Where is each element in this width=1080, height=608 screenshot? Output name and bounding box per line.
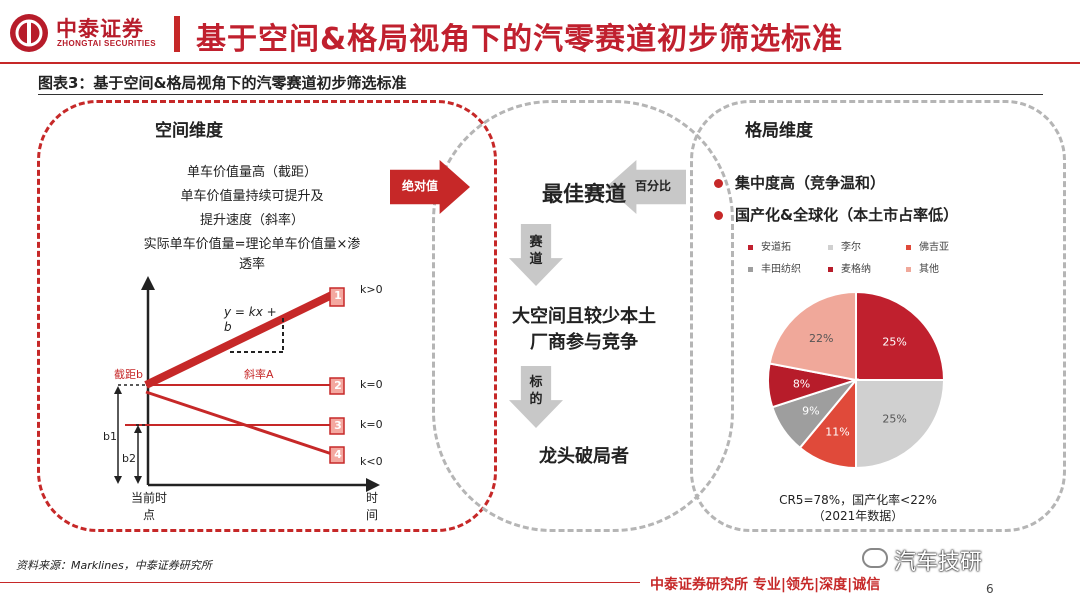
space-panel-title: 空间维度 <box>155 121 223 141</box>
legend-swatch-1 <box>828 244 833 250</box>
watermark: 汽车技研 <box>894 550 983 575</box>
pie-label-5: 22% <box>809 332 833 345</box>
track-arrow-label: 赛 道 <box>526 234 546 268</box>
y-axis-arrow <box>141 276 155 290</box>
space-line-2: 单车价值量持续可提升及 <box>180 189 324 204</box>
space-panel <box>37 100 497 532</box>
legend-item-2: 佛吉亚 <box>906 238 949 253</box>
line-1 <box>144 288 340 389</box>
badge-4 <box>329 446 345 464</box>
equation-line-1: y = kx + <box>224 305 277 319</box>
best-track-label: 最佳赛道 <box>542 182 626 206</box>
target-arrow-label: 标 的 <box>526 374 546 408</box>
badge-4-label: 4 <box>334 448 342 461</box>
b1-label: b1 <box>103 430 117 443</box>
x-axis-arrow <box>366 478 380 492</box>
k-label-1: k>0 <box>360 283 383 296</box>
bullet-concentration-text: 集中度高（竞争温和） <box>735 174 886 192</box>
x-axis-label: 时 间 <box>360 490 384 524</box>
legend-swatch-4 <box>828 266 833 272</box>
slope-label: 斜率A <box>244 368 274 381</box>
title-accent-bar <box>174 16 180 52</box>
k-label-3: k=0 <box>360 418 383 431</box>
pie-label-4: 8% <box>793 377 810 390</box>
footer-slogan: 中泰证券研究所 专业|领先|深度|诚信 <box>650 577 881 593</box>
wechat-icon <box>862 548 888 568</box>
center-panel <box>432 100 734 532</box>
middle-line-2: 厂商参与竞争 <box>530 332 638 353</box>
intercept-label: 截距b <box>114 368 143 381</box>
x-axis-line-1: 时 <box>365 491 378 505</box>
logo-text: 中泰证券 <box>56 17 144 41</box>
legend-swatch-5 <box>906 266 911 272</box>
legend-item-4: 麦格纳 <box>828 260 871 275</box>
pie-slice-5 <box>768 290 857 382</box>
target-arrow-char-1: 标 <box>529 375 543 390</box>
pie-chart: 25% 25% 11% 9% 8% 22% <box>767 290 946 470</box>
cr5-note-line-2: （2021年数据） <box>812 509 904 523</box>
line-4 <box>145 390 339 458</box>
badge-1 <box>329 287 345 307</box>
b1-arrow-top <box>114 386 122 394</box>
badge-3 <box>329 417 345 435</box>
logo-icon <box>10 14 48 52</box>
x-origin-label: 当前时 点 <box>124 490 174 524</box>
pie-slice-1 <box>855 379 946 470</box>
space-line-5: 透率 <box>238 257 265 272</box>
pie-label-0: 25% <box>882 335 906 348</box>
figure-label: 图表3：基于空间&格局视角下的汽零赛道初步筛选标准 <box>38 74 407 92</box>
x-origin-line-1: 当前时 <box>130 491 167 505</box>
pie-label-1: 25% <box>882 413 906 426</box>
pie-label-3: 9% <box>802 405 819 418</box>
b1-arrow-bottom <box>114 476 122 484</box>
bullet-dot-icon <box>714 179 723 188</box>
percentage-label: 百分比 <box>634 179 671 193</box>
source-note: 资料来源：Marklines，中泰证券研究所 <box>16 559 212 572</box>
legend-swatch-2 <box>906 244 911 250</box>
cr5-note-line-1: CR5=78%，国产化率<22% <box>779 493 937 507</box>
legend-item-3: 丰田纺织 <box>748 260 801 275</box>
equation-line-2: b <box>224 320 232 334</box>
legend-swatch-0 <box>748 244 753 250</box>
legend-item-1: 李尔 <box>828 238 861 253</box>
legend-item-5: 其他 <box>906 260 939 275</box>
figure-divider <box>38 94 1043 95</box>
pattern-panel <box>690 100 1066 532</box>
header-divider <box>0 62 1080 64</box>
space-line-1: 单车价值量高（截距） <box>186 165 317 180</box>
legend-item-0: 安道拓 <box>748 238 791 253</box>
space-line-3: 提升速度（斜率） <box>199 213 304 228</box>
bullet-localization-text: 国产化&全球化（本土市占率低） <box>735 206 959 224</box>
footer-divider <box>0 582 640 583</box>
badge-1-label: 1 <box>334 289 342 302</box>
x-origin-line-2: 点 <box>142 508 155 522</box>
track-arrow-char-2: 道 <box>529 252 543 267</box>
bullet-localization: 国产化&全球化（本土市占率低） <box>714 204 958 225</box>
k-label-2: k=0 <box>360 378 383 391</box>
leader-label: 龙头破局者 <box>539 446 629 467</box>
page-number: 6 <box>986 582 994 596</box>
target-arrow-char-2: 的 <box>529 392 543 407</box>
bullet-dot-icon <box>714 211 723 220</box>
middle-line-1: 大空间且较少本土 <box>512 306 656 327</box>
track-arrow-char-1: 赛 <box>529 235 543 250</box>
badge-2 <box>329 377 345 395</box>
pie-label-2: 11% <box>825 425 849 438</box>
b2-label: b2 <box>122 452 136 465</box>
legend-swatch-3 <box>748 266 753 272</box>
space-line-4: 实际单车价值量=理论单车价值量×渗 <box>143 237 361 252</box>
badge-3-label: 3 <box>334 419 342 432</box>
b2-arrow-top <box>134 425 142 433</box>
logo-subtext: ZHONGTAI SECURITIES <box>57 39 157 48</box>
page-title: 基于空间&格局视角下的汽零赛道初步筛选标准 <box>196 22 844 57</box>
pie-slice-0 <box>855 290 946 381</box>
x-axis-line-2: 间 <box>365 508 378 522</box>
k-label-4: k<0 <box>360 455 383 468</box>
absolute-value-label: 绝对值 <box>401 179 438 193</box>
pattern-panel-title: 格局维度 <box>745 121 813 141</box>
bullet-concentration: 集中度高（竞争温和） <box>714 172 885 193</box>
b2-arrow-bottom <box>134 476 142 484</box>
badge-2-label: 2 <box>334 379 342 392</box>
